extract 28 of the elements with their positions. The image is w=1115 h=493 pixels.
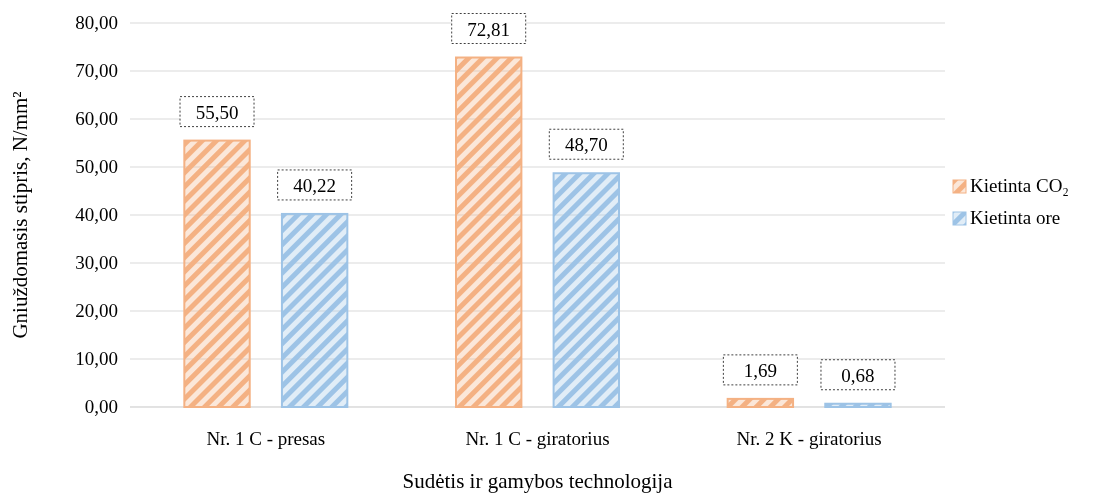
- y-tick-label: 70,00: [75, 60, 118, 81]
- data-label: 72,81: [467, 18, 511, 40]
- data-label: 48,70: [564, 134, 608, 156]
- y-tick-label: 60,00: [75, 108, 118, 129]
- x-tick-label: Nr. 2 K - giratorius: [736, 428, 882, 449]
- y-tick-label: 80,00: [75, 12, 118, 33]
- legend-label: Kietinta CO₂: [970, 175, 1069, 196]
- x-tick-label: Nr. 1 C - presas: [206, 428, 326, 449]
- data-label: 40,22: [293, 174, 337, 196]
- bar: [455, 56, 523, 408]
- x-axis-title: Sudėtis ir gamybos technologija: [402, 469, 674, 493]
- y-tick-label: 0,00: [84, 396, 118, 417]
- y-tick-label: 10,00: [75, 348, 118, 369]
- data-label: 1,69: [743, 359, 777, 381]
- data-label: 55,50: [195, 101, 239, 123]
- bar: [552, 172, 620, 408]
- y-tick-label: 50,00: [75, 156, 118, 177]
- bar: [280, 212, 349, 408]
- bar: [183, 139, 251, 408]
- x-tick-label: Nr. 1 C - giratorius: [465, 428, 610, 449]
- data-label: 0,68: [841, 364, 875, 386]
- y-tick-label: 20,00: [75, 300, 118, 321]
- bar: [726, 397, 795, 408]
- y-tick-label: 40,00: [75, 204, 118, 225]
- legend-label: Kietinta ore: [970, 207, 1061, 228]
- y-axis-title: Gniuždomasis stipris, N/mm²: [8, 91, 32, 339]
- y-tick-label: 30,00: [75, 252, 118, 273]
- bar: [824, 402, 892, 408]
